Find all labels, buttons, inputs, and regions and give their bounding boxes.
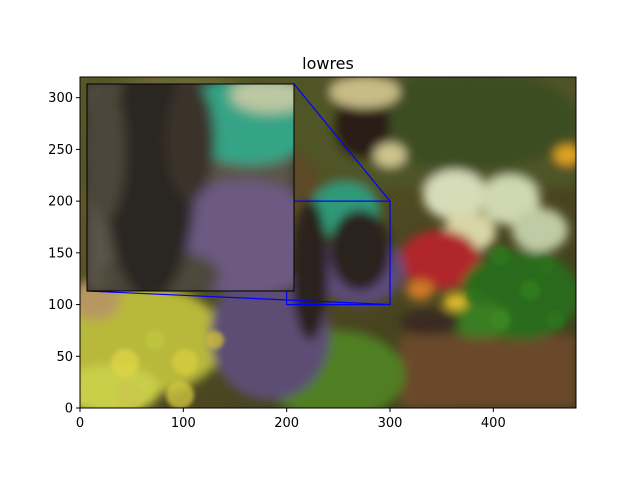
main-image bbox=[80, 77, 576, 408]
y-axis: 0 50 100 150 200 250 300 bbox=[48, 91, 80, 417]
inset-image bbox=[87, 84, 294, 291]
inset-connector-top bbox=[293, 83, 391, 202]
x-tick-label: 400 bbox=[481, 416, 506, 431]
x-tick-label: 0 bbox=[76, 416, 84, 431]
x-axis: 0 100 200 300 400 bbox=[76, 408, 506, 431]
y-tick-label: 250 bbox=[48, 143, 73, 158]
y-tick-label: 100 bbox=[48, 298, 73, 313]
inset-frame bbox=[86, 83, 295, 292]
axes-frame bbox=[79, 76, 577, 409]
x-tick-label: 300 bbox=[378, 416, 403, 431]
y-tick-label: 300 bbox=[48, 91, 73, 106]
y-tick-label: 0 bbox=[65, 402, 73, 417]
x-tick-label: 100 bbox=[171, 416, 196, 431]
y-tick-label: 200 bbox=[48, 195, 73, 210]
chart-title: lowres bbox=[302, 54, 354, 73]
y-tick-label: 50 bbox=[56, 350, 73, 365]
x-tick-label: 200 bbox=[274, 416, 299, 431]
y-tick-label: 150 bbox=[48, 246, 73, 261]
inset-connector-bottom bbox=[86, 290, 391, 306]
